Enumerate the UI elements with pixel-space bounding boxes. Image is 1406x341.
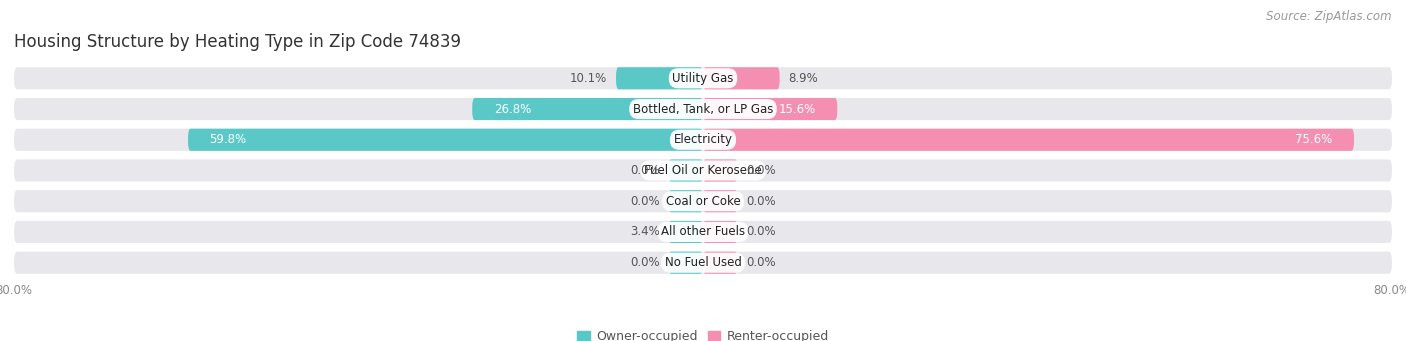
- Text: Housing Structure by Heating Type in Zip Code 74839: Housing Structure by Heating Type in Zip…: [14, 33, 461, 51]
- FancyBboxPatch shape: [472, 98, 703, 120]
- Text: 15.6%: 15.6%: [779, 103, 815, 116]
- FancyBboxPatch shape: [703, 190, 738, 212]
- Text: 59.8%: 59.8%: [209, 133, 246, 146]
- Text: 0.0%: 0.0%: [630, 256, 659, 269]
- Text: Fuel Oil or Kerosene: Fuel Oil or Kerosene: [644, 164, 762, 177]
- Text: 75.6%: 75.6%: [1295, 133, 1333, 146]
- Text: No Fuel Used: No Fuel Used: [665, 256, 741, 269]
- Text: 10.1%: 10.1%: [571, 72, 607, 85]
- FancyBboxPatch shape: [669, 252, 703, 274]
- FancyBboxPatch shape: [14, 67, 1392, 89]
- Text: Electricity: Electricity: [673, 133, 733, 146]
- Text: Source: ZipAtlas.com: Source: ZipAtlas.com: [1267, 10, 1392, 23]
- FancyBboxPatch shape: [669, 160, 703, 181]
- Text: Utility Gas: Utility Gas: [672, 72, 734, 85]
- FancyBboxPatch shape: [14, 160, 1392, 181]
- Text: 0.0%: 0.0%: [630, 195, 659, 208]
- FancyBboxPatch shape: [703, 160, 738, 181]
- Text: 0.0%: 0.0%: [747, 225, 776, 238]
- Text: Coal or Coke: Coal or Coke: [665, 195, 741, 208]
- Text: All other Fuels: All other Fuels: [661, 225, 745, 238]
- Text: 26.8%: 26.8%: [494, 103, 531, 116]
- FancyBboxPatch shape: [703, 67, 780, 89]
- FancyBboxPatch shape: [703, 252, 738, 274]
- FancyBboxPatch shape: [703, 221, 738, 243]
- FancyBboxPatch shape: [703, 98, 838, 120]
- FancyBboxPatch shape: [14, 129, 1392, 151]
- FancyBboxPatch shape: [14, 98, 1392, 120]
- Text: 0.0%: 0.0%: [747, 195, 776, 208]
- Text: 8.9%: 8.9%: [789, 72, 818, 85]
- FancyBboxPatch shape: [14, 221, 1392, 243]
- Text: 3.4%: 3.4%: [630, 225, 659, 238]
- Text: Bottled, Tank, or LP Gas: Bottled, Tank, or LP Gas: [633, 103, 773, 116]
- Text: 0.0%: 0.0%: [747, 256, 776, 269]
- FancyBboxPatch shape: [669, 190, 703, 212]
- Text: 0.0%: 0.0%: [630, 164, 659, 177]
- FancyBboxPatch shape: [14, 190, 1392, 212]
- FancyBboxPatch shape: [188, 129, 703, 151]
- FancyBboxPatch shape: [616, 67, 703, 89]
- Legend: Owner-occupied, Renter-occupied: Owner-occupied, Renter-occupied: [578, 330, 828, 341]
- FancyBboxPatch shape: [669, 221, 703, 243]
- Text: 0.0%: 0.0%: [747, 164, 776, 177]
- FancyBboxPatch shape: [14, 252, 1392, 274]
- FancyBboxPatch shape: [703, 129, 1354, 151]
